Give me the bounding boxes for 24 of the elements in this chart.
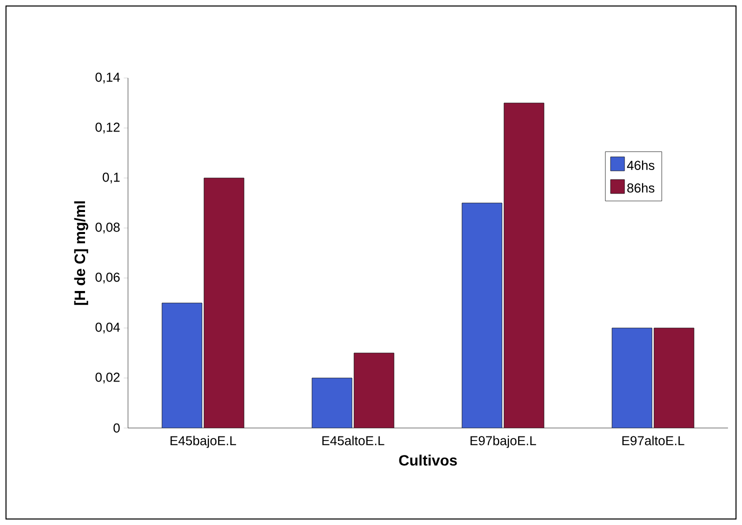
bar [162, 302, 202, 428]
y-tick-label: 0,14 [96, 72, 120, 84]
legend-label: 86hs [627, 183, 654, 193]
y-tick-label: 0 [114, 423, 120, 433]
bar [504, 102, 544, 428]
x-axis-title: Cultivos [399, 454, 457, 466]
bar [612, 328, 652, 428]
legend-label: 46hs [627, 160, 654, 170]
y-tick-label: 0,02 [96, 372, 120, 384]
y-tick-label: 0,12 [96, 122, 120, 134]
x-tick-label: E45bajoE.L [170, 436, 236, 448]
x-tick-label: E45altoE.L [322, 436, 384, 446]
y-tick-label: 0,08 [96, 222, 120, 234]
bar [312, 378, 352, 428]
bar [654, 328, 694, 428]
y-tick-label: 0,1 [102, 172, 120, 184]
y-tick-label: 0,04 [96, 322, 120, 334]
y-axis-title: [H de C] mg/ml [74, 201, 88, 305]
bar [462, 202, 502, 428]
y-tick-label: 0,06 [96, 272, 120, 284]
x-tick-label: E97bajoE.L [470, 436, 536, 448]
bar [354, 353, 394, 428]
bar [204, 178, 244, 428]
x-tick-label: E97altoE.L [622, 436, 684, 446]
